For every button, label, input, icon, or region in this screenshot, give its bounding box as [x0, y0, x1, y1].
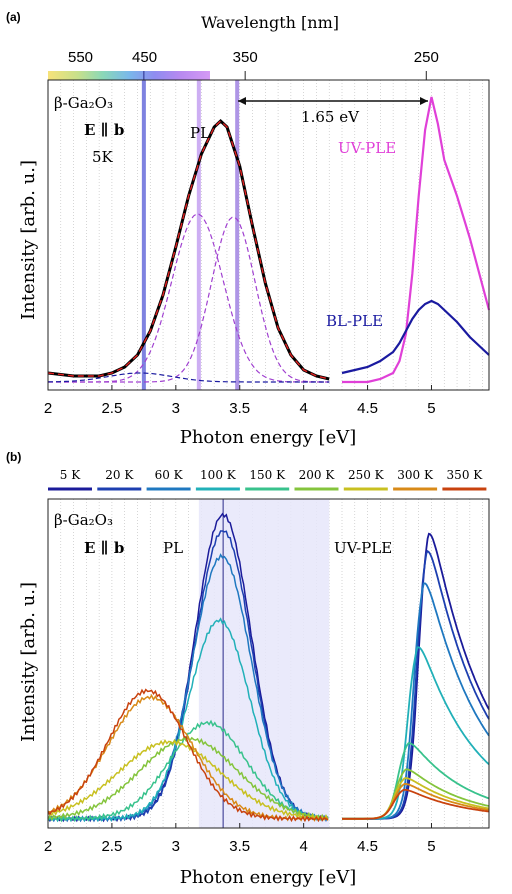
- x-axis-label-a: Photon energy [eV]: [180, 427, 357, 448]
- x-tick-label: 2: [44, 400, 52, 417]
- polarization-label-a: E ∥ b: [84, 121, 124, 139]
- top-axis-label: Wavelength [nm]: [201, 13, 339, 32]
- x-tick-label: 2.5: [101, 838, 122, 855]
- pl-label-b: PL: [163, 539, 183, 557]
- ple-curve: [342, 769, 489, 818]
- y-axis-label-b: Intensity [arb. u.]: [18, 582, 39, 742]
- vertical-markers-a: [142, 71, 239, 390]
- legend-b: 5 K 20 K 60 K 100 K 150 K 200 K 250 K 300 K 350 …: [48, 468, 486, 489]
- x-tick-label: 3.5: [229, 400, 250, 417]
- polarization-label-b: E ∥ b: [84, 539, 124, 557]
- shift-label: 1.65 eV: [301, 108, 360, 126]
- y-axis-label-a: Intensity [arb. u.]: [18, 160, 39, 320]
- legend-label: 200 K: [299, 468, 336, 482]
- temperature-label: 5K: [92, 148, 114, 166]
- series-group-a: [48, 97, 489, 382]
- uvple-label-b: UV-PLE: [334, 539, 392, 557]
- ple-curve: [342, 551, 489, 819]
- material-label-b: β-Ga₂O₃: [54, 511, 113, 529]
- legend-label: 60 K: [155, 468, 184, 482]
- series-line-pl: [48, 121, 329, 379]
- legend-label: 5 K: [60, 468, 81, 482]
- x-tick-label: 3: [172, 400, 180, 417]
- x-tick-label: 4: [299, 838, 307, 855]
- visible-spectrum-bar: [48, 71, 210, 80]
- x-tick-label: 4.5: [357, 838, 378, 855]
- x-tick-label: 4: [299, 400, 307, 417]
- top-tick-label: 450: [132, 49, 157, 66]
- legend-label: 100 K: [200, 468, 237, 482]
- ple-curve: [342, 778, 489, 819]
- material-label-a: β-Ga₂O₃: [54, 94, 113, 112]
- x-tick-label: 3: [172, 838, 180, 855]
- x-tick-label: 2.5: [101, 400, 122, 417]
- panel-label-a: (a): [6, 10, 21, 24]
- x-tick-label: 4.5: [357, 400, 378, 417]
- top-tick-label: 250: [414, 49, 439, 66]
- blple-label: BL-PLE: [326, 312, 383, 330]
- legend-label: 350 K: [447, 468, 484, 482]
- panel-label-b: (b): [6, 450, 21, 464]
- legend-label: 150 K: [249, 468, 286, 482]
- top-tick-label: 350: [233, 49, 258, 66]
- shift-arrow-head-right: [420, 97, 428, 105]
- shaded-region-b: [199, 499, 329, 828]
- x-axis-label-b: Photon energy [eV]: [180, 867, 357, 888]
- top-tick-label: 550: [68, 49, 93, 66]
- pl-label-a: PL: [190, 124, 210, 142]
- x-tick-label: 2: [44, 838, 52, 855]
- vertical-band: [235, 80, 239, 390]
- legend-label: 300 K: [397, 468, 434, 482]
- x-tick-label: 3.5: [229, 838, 250, 855]
- legend-label: 20 K: [105, 468, 134, 482]
- uvple-label-a: UV-PLE: [338, 139, 396, 157]
- pl-fit-line: [48, 121, 329, 379]
- x-tick-label: 5: [427, 838, 435, 855]
- legend-label: 250 K: [348, 468, 385, 482]
- x-tick-label: 5: [427, 400, 435, 417]
- shift-arrow-head-left: [238, 97, 246, 105]
